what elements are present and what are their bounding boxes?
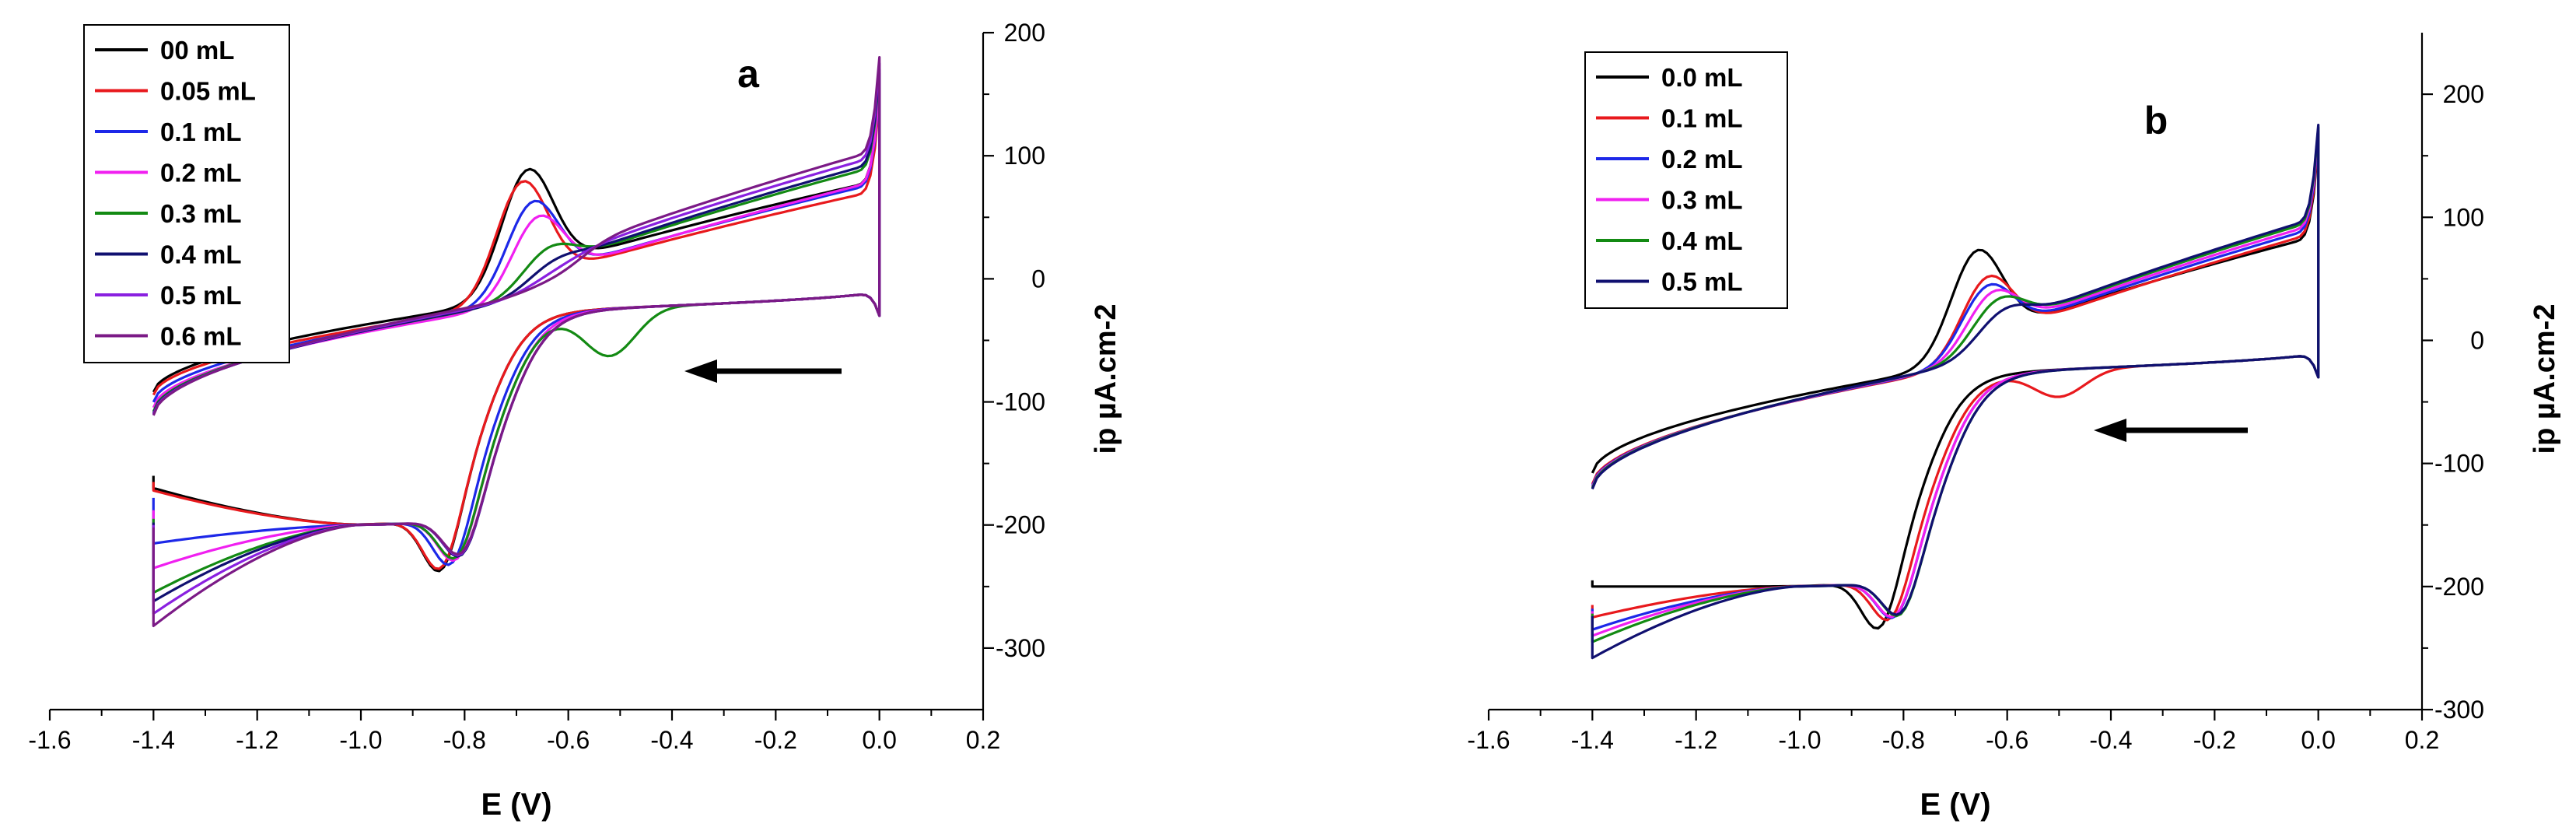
y-tick-label: 0 bbox=[2470, 326, 2484, 354]
x-axis: -1.6 -1.4 -1.2 -1.0 -0.8 -0.6 -0.4 -0.2 0.0 0.2 E … bbox=[1467, 708, 2439, 822]
y-tick-label: 200 bbox=[2443, 80, 2484, 108]
y-tick-label: -300 bbox=[996, 634, 1045, 662]
y-axis: 200 100 0 -100 -200 -300 ip µA.cm-2 bbox=[982, 19, 1122, 710]
x-tick-label: -1.0 bbox=[339, 726, 382, 754]
direction-arrow-head bbox=[2094, 419, 2126, 442]
x-tick-label: 0.2 bbox=[2405, 726, 2439, 754]
panel-a: -1.6 -1.4 -1.2 -1.0 -0.8 -0.6 -0.4 -0.2 0.0 0.2 E … bbox=[28, 19, 1122, 822]
legend-label: 0.4 mL bbox=[1661, 226, 1743, 255]
panel-letter: b bbox=[2144, 99, 2168, 142]
x-tick-label: -0.2 bbox=[754, 726, 797, 754]
legend-label: 0.1 mL bbox=[160, 117, 242, 146]
x-tick-label: 0.0 bbox=[862, 726, 896, 754]
legend: 0.0 mL 0.1 mL 0.2 mL 0.3 mL 0.4 mL 0.5 mL bbox=[1584, 51, 1788, 309]
x-tick-label: -1.4 bbox=[132, 726, 175, 754]
y-tick-label: 100 bbox=[1004, 142, 1045, 170]
legend-label: 0.05 mL bbox=[160, 77, 256, 106]
x-tick-label: -1.0 bbox=[1778, 726, 1821, 754]
x-tick-label: 0.0 bbox=[2301, 726, 2335, 754]
legend-label: 0.3 mL bbox=[160, 199, 242, 228]
x-tick-label: -0.6 bbox=[1986, 726, 2028, 754]
x-tick-label: -1.6 bbox=[1467, 726, 1510, 754]
legend: 00 mL 0.05 mL 0.1 mL 0.2 mL 0.3 mL 0.4 mL 0.5 … bbox=[83, 24, 290, 363]
legend-label: 0.5 mL bbox=[1661, 268, 1743, 296]
legend-label: 0.4 mL bbox=[160, 240, 242, 269]
x-axis: -1.6 -1.4 -1.2 -1.0 -0.8 -0.6 -0.4 -0.2 0.0 0.2 E … bbox=[28, 708, 1000, 822]
y-tick-label: -200 bbox=[996, 511, 1045, 539]
x-tick-label: -1.6 bbox=[28, 726, 71, 754]
y-tick-label: 0 bbox=[1031, 265, 1045, 293]
curves bbox=[1591, 124, 2320, 660]
curves bbox=[152, 56, 881, 627]
legend-box bbox=[1584, 51, 1788, 309]
panel-letter: a bbox=[737, 52, 760, 96]
x-axis-label: E (V) bbox=[1920, 787, 1990, 822]
y-tick-label: -200 bbox=[2434, 573, 2484, 601]
x-tick-label: -0.4 bbox=[2089, 726, 2132, 754]
legend-label: 0.1 mL bbox=[1661, 104, 1743, 133]
direction-arrow-head bbox=[684, 359, 717, 383]
legend-label: 0.2 mL bbox=[1661, 145, 1743, 174]
series-line-0.6-ml bbox=[152, 56, 881, 627]
series-line-0.5-ml bbox=[1591, 124, 2320, 660]
y-axis-label: ip µA.cm-2 bbox=[1090, 304, 1122, 454]
x-tick-label: -0.2 bbox=[2193, 726, 2236, 754]
x-tick-label: -1.2 bbox=[1675, 726, 1717, 754]
legend-label: 0.2 mL bbox=[160, 159, 242, 188]
y-tick-label: -300 bbox=[2434, 696, 2484, 724]
legend-label: 0.3 mL bbox=[1661, 186, 1743, 215]
legend-label: 0.5 mL bbox=[160, 281, 242, 310]
x-tick-label: 0.2 bbox=[966, 726, 1000, 754]
y-axis-label: ip µA.cm-2 bbox=[2529, 304, 2561, 454]
y-tick-label: 100 bbox=[2443, 203, 2484, 231]
y-axis: 200 100 0 -100 -200 -300 ip µA.cm-2 bbox=[2420, 33, 2561, 724]
y-tick-label: -100 bbox=[996, 388, 1045, 416]
y-tick-label: -100 bbox=[2434, 450, 2484, 478]
x-tick-label: -1.2 bbox=[236, 726, 278, 754]
legend-label: 0.0 mL bbox=[1661, 63, 1743, 92]
x-axis-label: E (V) bbox=[481, 787, 551, 822]
y-tick-label: 200 bbox=[1004, 19, 1045, 47]
legend-label: 0.6 mL bbox=[160, 322, 242, 351]
legend-label: 00 mL bbox=[160, 36, 234, 65]
x-tick-label: -0.8 bbox=[1882, 726, 1925, 754]
x-tick-label: -0.6 bbox=[547, 726, 590, 754]
x-tick-label: -0.8 bbox=[443, 726, 486, 754]
legend-box bbox=[83, 24, 290, 363]
panel-b: -1.6 -1.4 -1.2 -1.0 -0.8 -0.6 -0.4 -0.2 0.0 0.2 E … bbox=[1467, 33, 2561, 822]
x-tick-label: -0.4 bbox=[650, 726, 693, 754]
x-tick-label: -1.4 bbox=[1571, 726, 1614, 754]
